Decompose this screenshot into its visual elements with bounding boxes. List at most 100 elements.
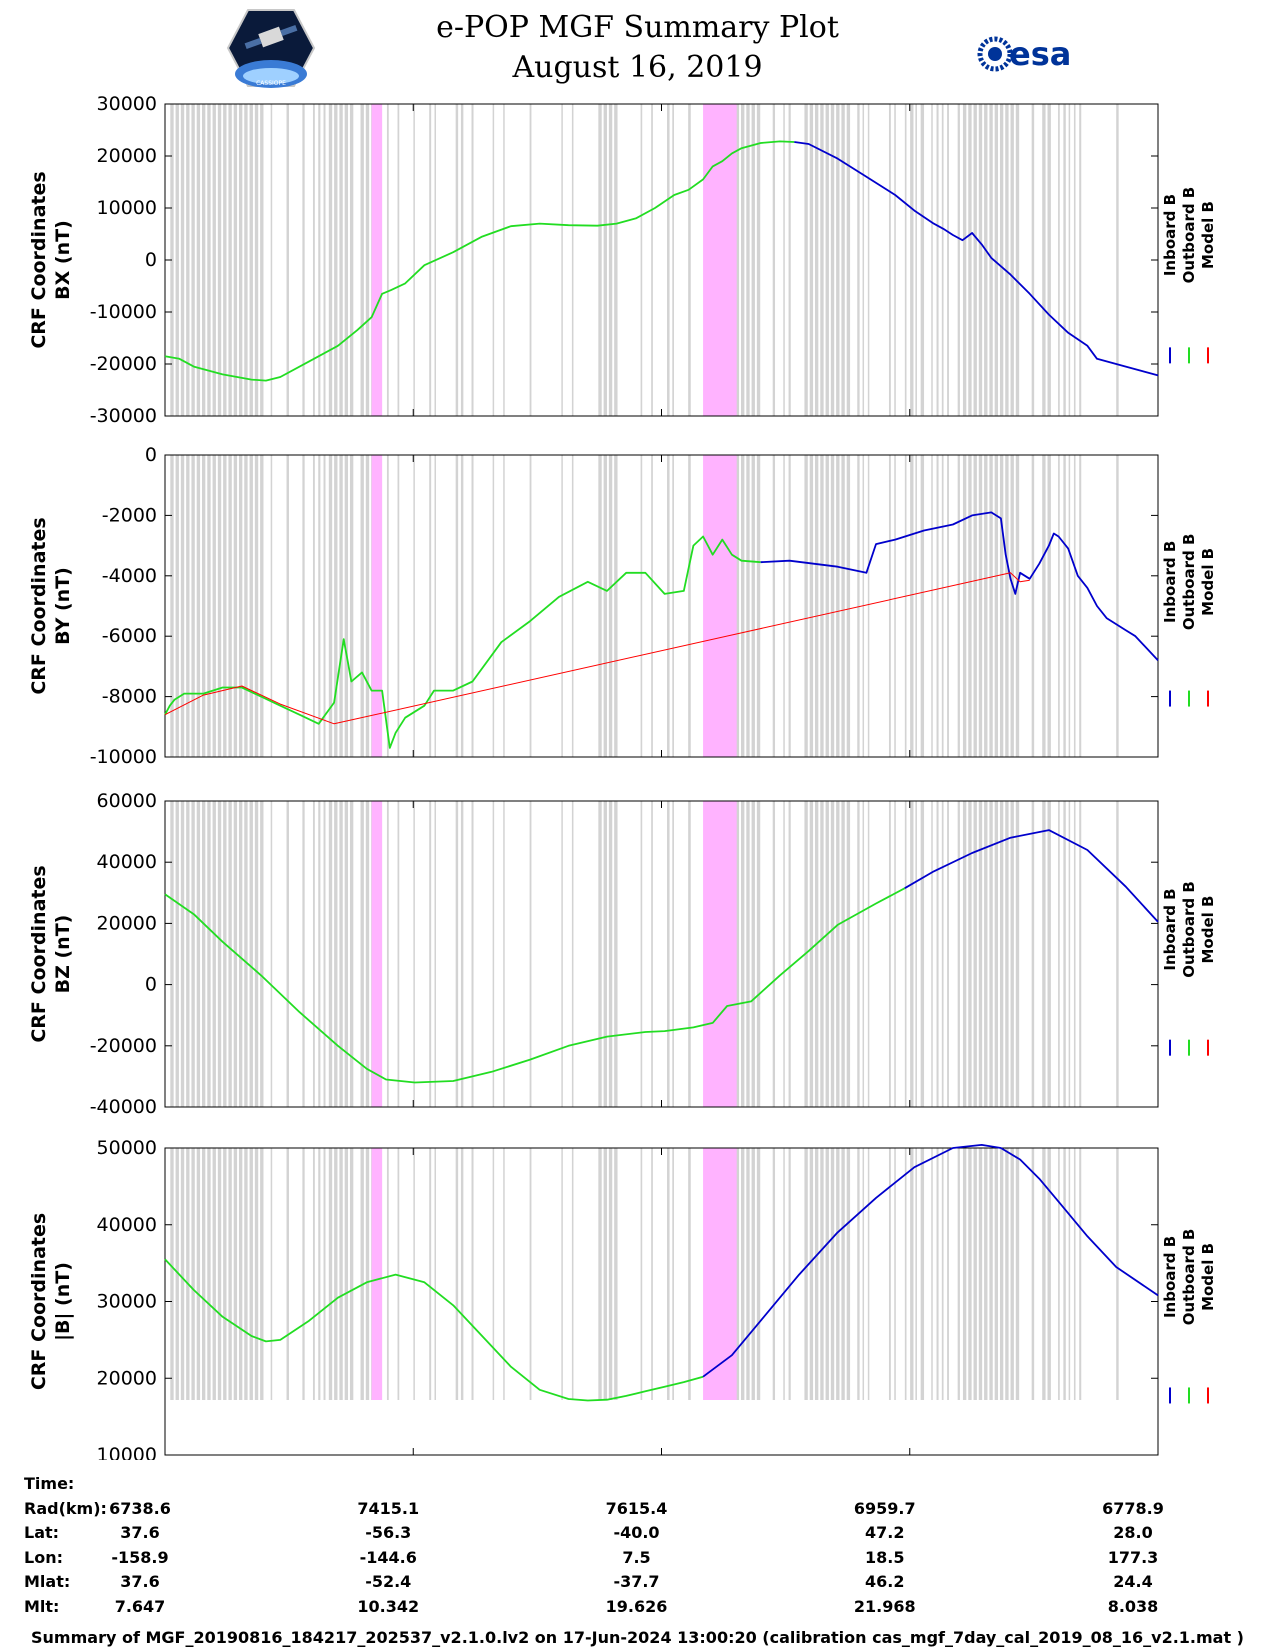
gap-stripe: [434, 1148, 437, 1400]
gap-stripe: [1015, 1148, 1020, 1400]
gap-stripe: [1063, 1148, 1066, 1400]
gap-stripe: [228, 455, 232, 757]
gap-stripe: [825, 104, 829, 416]
gap-stripe: [503, 801, 505, 1107]
gap-stripe: [651, 801, 653, 1107]
gap-stripe: [249, 104, 253, 416]
gap-stripe: [941, 801, 944, 1107]
gap-stripe: [244, 1148, 248, 1400]
gap-stripe: [830, 801, 835, 1107]
y-axis-label: |B| (nT): [52, 1262, 74, 1341]
gap-stripe: [973, 104, 977, 416]
gap-stripe: [994, 1148, 999, 1400]
gap-stripe: [175, 104, 179, 416]
gap-stripe: [386, 801, 389, 1107]
gap-stripe: [334, 455, 338, 757]
gap-stripe: [894, 801, 896, 1107]
gap-stripe: [323, 1148, 326, 1400]
gap-stripe: [836, 455, 840, 757]
gap-stripe: [947, 455, 949, 757]
gap-stripe: [1015, 104, 1020, 416]
gap-stripe: [1005, 104, 1009, 416]
gap-stripe: [186, 801, 190, 1107]
gap-stripe: [529, 104, 532, 416]
gap-stripe: [746, 455, 750, 757]
gap-stripe: [429, 801, 432, 1107]
gap-stripe: [830, 455, 835, 757]
gap-stripe: [244, 104, 248, 416]
gap-stripe: [846, 104, 851, 416]
plot-title: e-POP MGF Summary Plot August 16, 2019: [0, 8, 1275, 88]
gap-stripe: [957, 1148, 960, 1400]
gap-stripe: [915, 1148, 917, 1400]
gap-stripe: [349, 104, 354, 416]
legend-label: Outboard B: [1180, 534, 1198, 631]
highlight-span-2: [703, 1148, 737, 1400]
gap-stripe: [254, 455, 259, 757]
gap-stripe: [1116, 1148, 1119, 1400]
gap-stripe: [186, 1148, 190, 1400]
gap-stripe: [651, 104, 653, 416]
gap-stripe: [888, 801, 891, 1107]
gap-stripe: [741, 801, 745, 1107]
gap-stripe: [608, 104, 613, 416]
y-tick-label: -4000: [102, 565, 157, 587]
gap-stripe: [339, 455, 343, 757]
gap-stripe: [191, 801, 195, 1107]
series-line-outboard-b: [164, 887, 906, 1084]
gap-stripe: [228, 1148, 232, 1400]
gap-stripe: [344, 455, 349, 757]
info-row-value: 46.2: [865, 1572, 905, 1591]
gap-stripe: [741, 1148, 745, 1400]
series-line-outboard-b: [164, 140, 795, 382]
data-gap-shading: [170, 455, 1119, 757]
legend-label: Outboard B: [1180, 1229, 1198, 1326]
gap-stripe: [1042, 801, 1046, 1107]
gap-stripe: [260, 801, 264, 1107]
info-row-value: 19.626: [605, 1596, 668, 1616]
gap-stripe: [344, 1148, 349, 1400]
gap-stripe: [751, 801, 755, 1107]
gap-stripe: [344, 104, 349, 416]
gap-stripe: [249, 801, 253, 1107]
gap-stripe: [238, 1148, 243, 1400]
gap-stripe: [888, 455, 891, 757]
gap-stripe: [984, 801, 988, 1107]
info-row-label: Mlt:: [24, 1596, 60, 1616]
gap-stripe: [471, 801, 474, 1107]
gap-stripe: [910, 455, 914, 757]
gap-stripe: [455, 801, 459, 1107]
chart-panel-4: 100002000030000400005000018:42:1719:08:0…: [28, 1137, 1217, 1460]
gap-stripe: [894, 455, 896, 757]
gap-stripe: [233, 104, 238, 416]
gap-stripe: [334, 1148, 338, 1400]
gap-stripe: [529, 455, 532, 757]
info-row-value: 8.038: [1107, 1596, 1159, 1616]
info-row-value: -144.6: [359, 1547, 417, 1567]
gap-stripe: [756, 801, 761, 1107]
gap-stripe: [931, 104, 933, 416]
gap-stripe: [254, 801, 259, 1107]
gap-stripe: [1031, 801, 1035, 1107]
gap-stripe: [841, 1148, 845, 1400]
info-row-value: 47.2: [865, 1523, 905, 1542]
gap-stripe: [910, 104, 914, 416]
gap-stripe: [413, 801, 415, 1107]
gap-stripe: [772, 104, 776, 416]
gap-stripe: [207, 1148, 211, 1400]
gap-stripe: [244, 455, 248, 757]
gap-stripe: [614, 801, 618, 1107]
gap-stripe: [328, 104, 333, 416]
gap-stripe: [783, 1148, 785, 1400]
gap-stripe: [788, 104, 791, 416]
gap-stripe: [772, 455, 776, 757]
gap-stripe: [809, 1148, 814, 1400]
gap-stripe: [804, 104, 808, 416]
gap-stripe: [941, 1148, 944, 1400]
gap-stripe: [212, 455, 216, 757]
gap-stripe: [360, 1148, 364, 1400]
gap-stripe: [334, 801, 338, 1107]
gap-stripe: [233, 455, 238, 757]
gap-stripe: [1116, 104, 1119, 416]
info-row-value: 18.5: [865, 1547, 905, 1567]
